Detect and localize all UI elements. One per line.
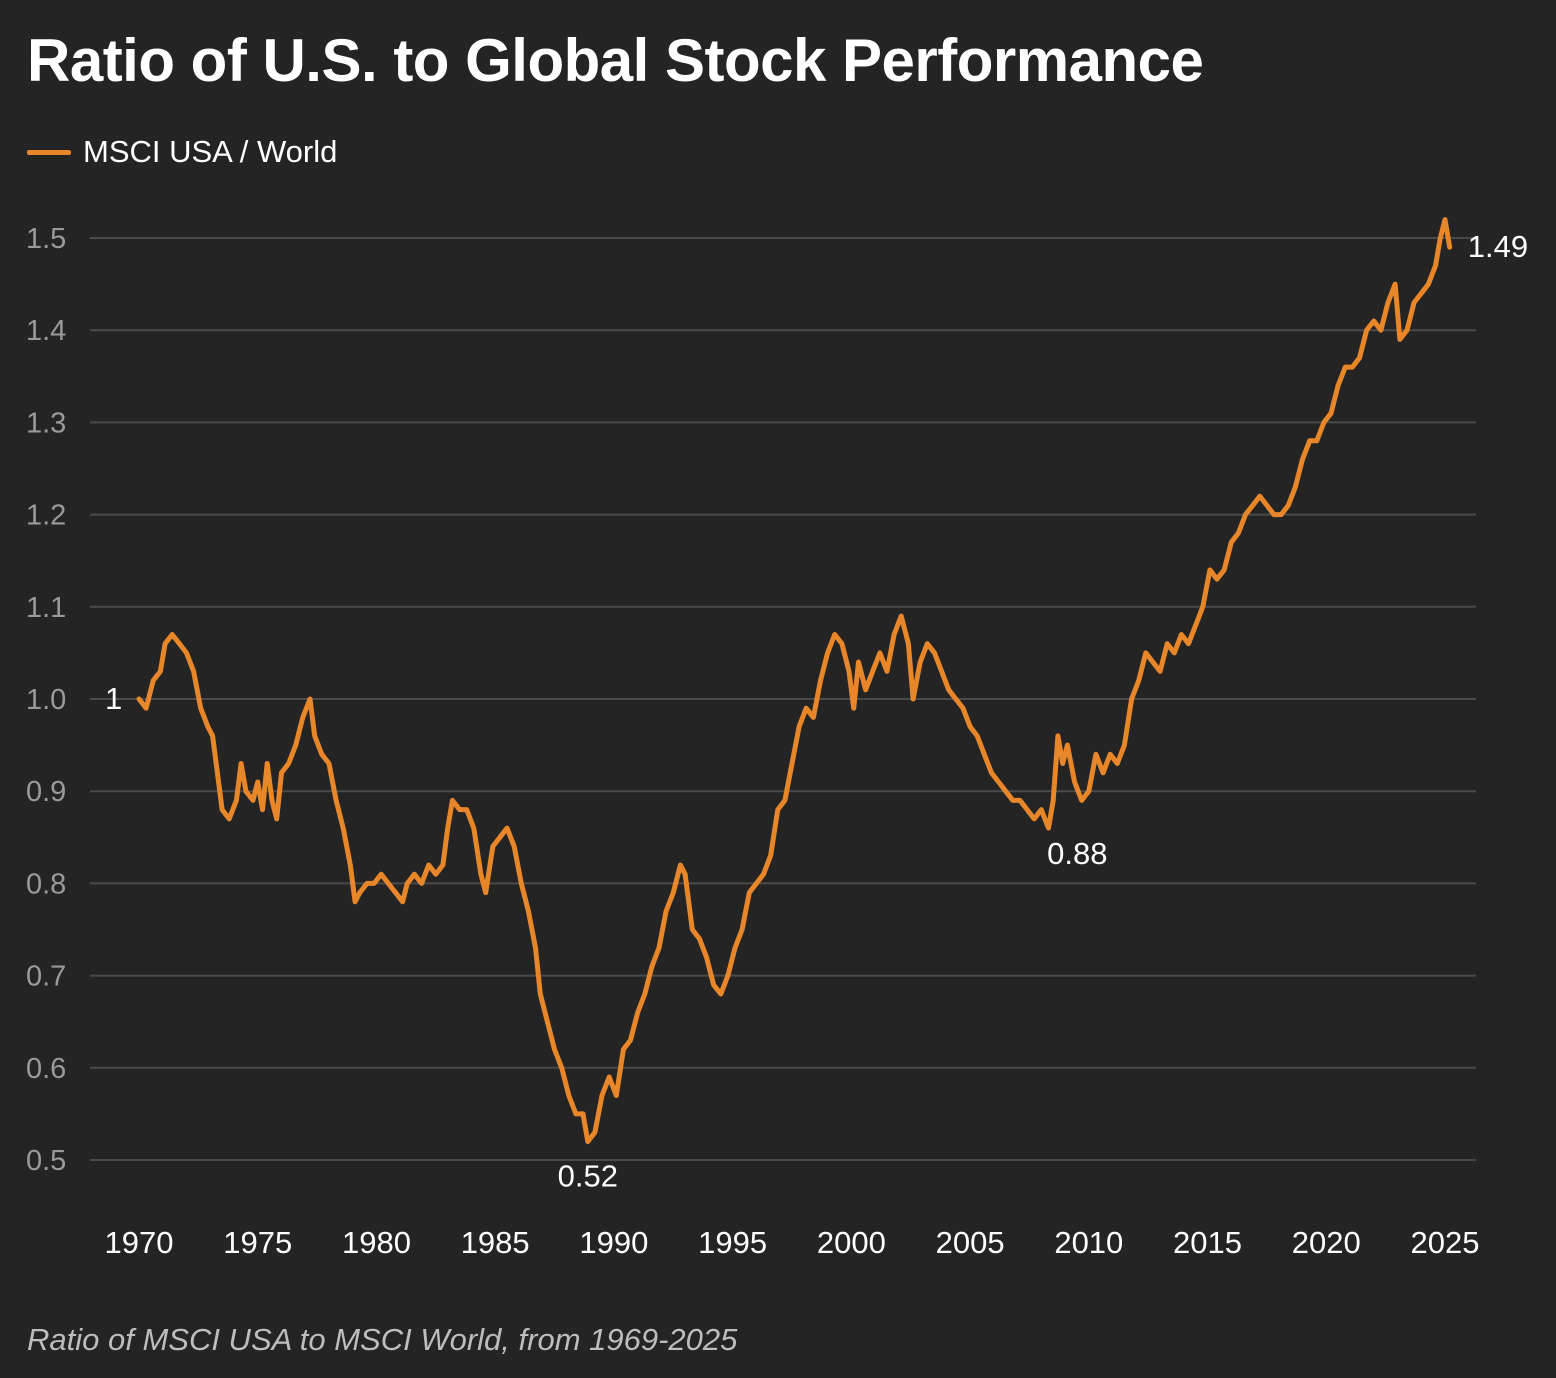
y-tick-label: 0.6 bbox=[26, 1053, 66, 1085]
x-tick-label: 1985 bbox=[461, 1225, 530, 1260]
data-label: 1.49 bbox=[1468, 229, 1528, 264]
y-tick-label: 0.9 bbox=[26, 776, 66, 808]
y-tick-label: 1.2 bbox=[26, 500, 66, 532]
legend-swatch bbox=[27, 149, 71, 155]
y-tick-label: 1.4 bbox=[26, 315, 66, 347]
x-tick-label: 1990 bbox=[579, 1225, 648, 1260]
y-tick-label: 1.5 bbox=[26, 223, 66, 255]
y-tick-label: 0.7 bbox=[26, 961, 66, 993]
x-tick-label: 2005 bbox=[936, 1225, 1005, 1260]
grid-lines bbox=[90, 237, 1476, 1161]
chart-title: Ratio of U.S. to Global Stock Performanc… bbox=[27, 27, 1204, 94]
y-tick-label: 0.5 bbox=[26, 1145, 66, 1177]
chart-caption: Ratio of MSCI USA to MSCI World, from 19… bbox=[27, 1322, 738, 1357]
x-tick-label: 1975 bbox=[223, 1225, 292, 1260]
data-label: 1 bbox=[105, 681, 122, 716]
x-tick-label: 2025 bbox=[1411, 1225, 1480, 1260]
legend-label: MSCI USA / World bbox=[83, 134, 338, 169]
y-tick-label: 1.0 bbox=[26, 684, 66, 716]
annotations: 1 0.52 0.88 1.49 bbox=[105, 229, 1528, 1193]
series-line-msci-usa-world bbox=[136, 217, 1453, 1145]
x-axis-ticks: 1970 1975 1980 1985 1990 1995 2000 2005 2010 2015… bbox=[105, 1225, 1480, 1260]
data-label: 0.52 bbox=[558, 1159, 618, 1194]
y-tick-label: 0.8 bbox=[26, 868, 66, 900]
x-tick-label: 2020 bbox=[1292, 1225, 1361, 1260]
y-tick-label: 1.3 bbox=[26, 407, 66, 439]
legend: MSCI USA / World bbox=[27, 134, 337, 170]
x-tick-label: 2015 bbox=[1173, 1225, 1242, 1260]
x-tick-label: 1980 bbox=[342, 1225, 411, 1260]
x-tick-label: 2000 bbox=[817, 1225, 886, 1260]
y-tick-label: 1.1 bbox=[26, 592, 66, 624]
x-tick-label: 2010 bbox=[1054, 1225, 1123, 1260]
x-tick-label: 1970 bbox=[105, 1225, 174, 1260]
y-axis-ticks: 0.5 0.6 0.7 0.8 0.9 1.0 1.1 1.2 1.3 1.4 1.5 bbox=[26, 223, 66, 1177]
data-label: 0.88 bbox=[1047, 836, 1107, 871]
x-tick-label: 1995 bbox=[698, 1225, 767, 1260]
